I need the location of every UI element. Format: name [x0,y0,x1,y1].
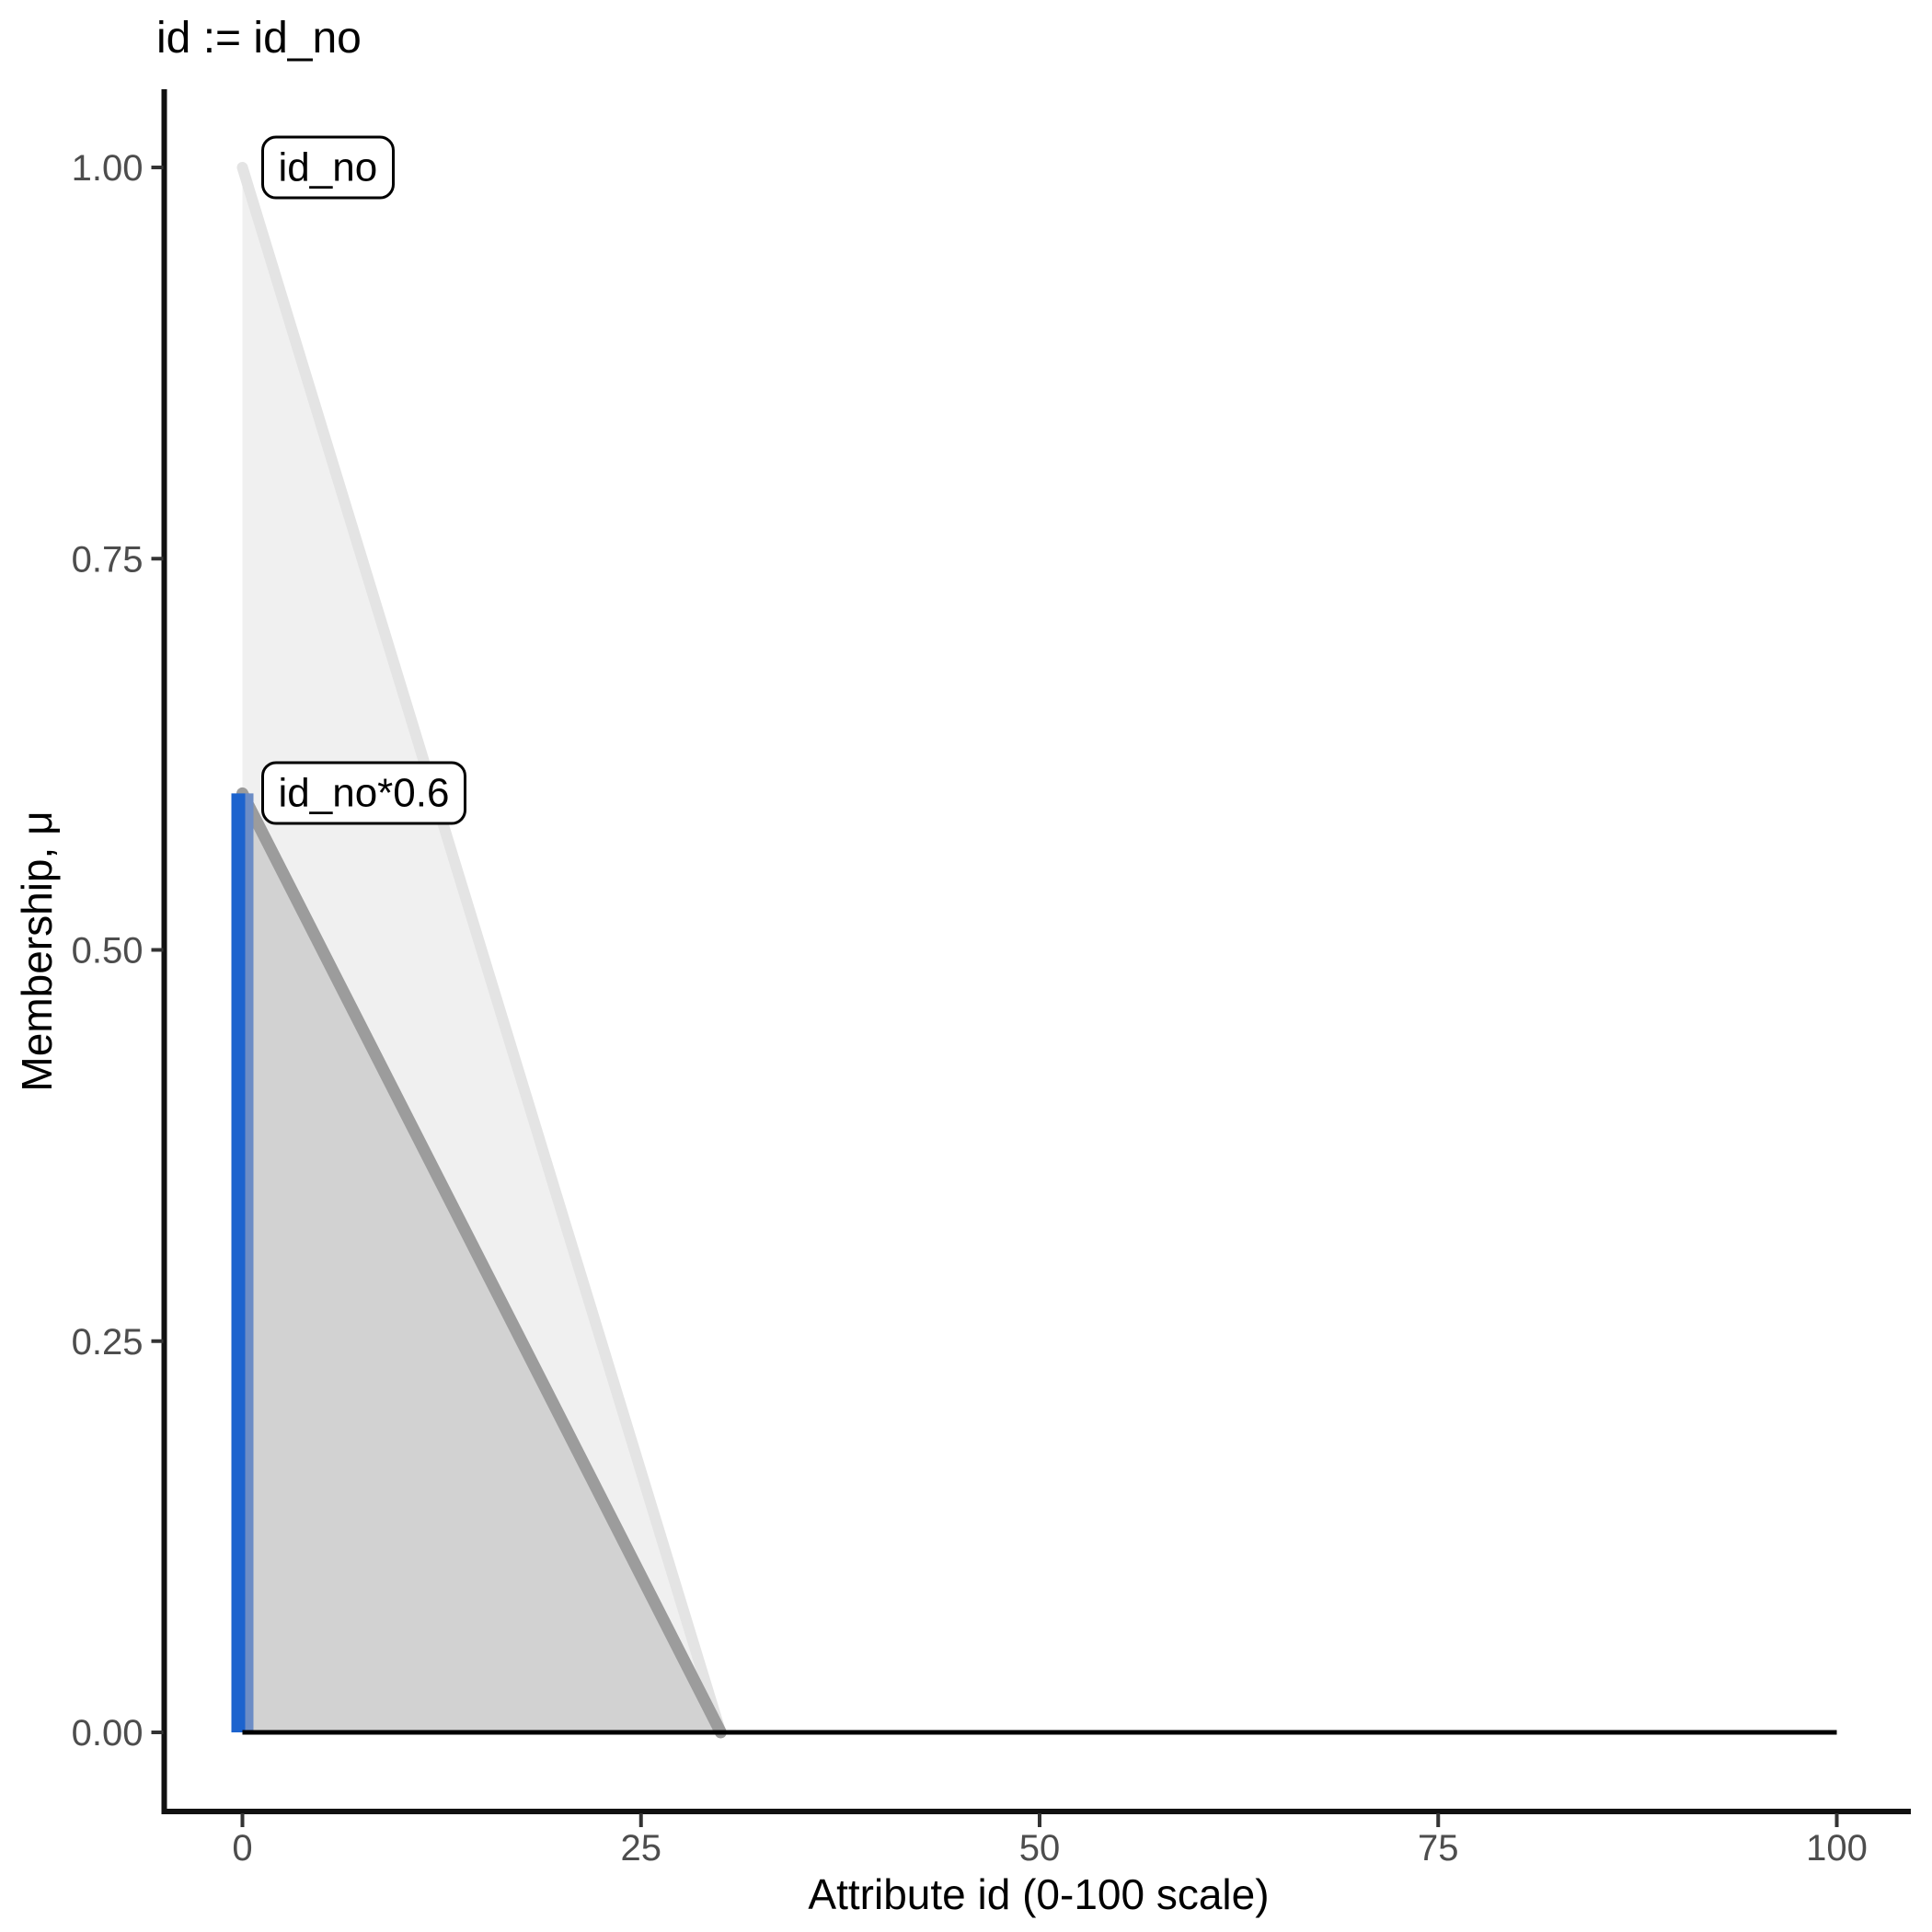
series-edge-1 [236,787,727,1739]
x-tick-label: 75 [1418,1828,1459,1869]
x-axis-title: Attribute id (0-100 scale) [808,1870,1270,1918]
y-tick-label: 1.00 [72,148,144,189]
y-tick-label: 0.75 [72,539,144,580]
chart-title: id := id_no [156,14,362,63]
x-tick-label: 50 [1019,1828,1061,1869]
series-label-id_no-scaled: id_no*0.6 [260,761,467,825]
series-edge-0 [236,162,727,1738]
y-tick-label: 0.50 [72,931,144,972]
series-label-id_no: id_no [260,135,396,200]
y-tick-label: 0.25 [72,1322,144,1363]
y-tick-label: 0.00 [72,1713,144,1754]
x-tick-label: 25 [621,1828,662,1869]
x-tick-label: 0 [232,1828,252,1869]
y-axis-title: Membership, μ [13,811,61,1092]
x-tick-label: 100 [1806,1828,1868,1869]
